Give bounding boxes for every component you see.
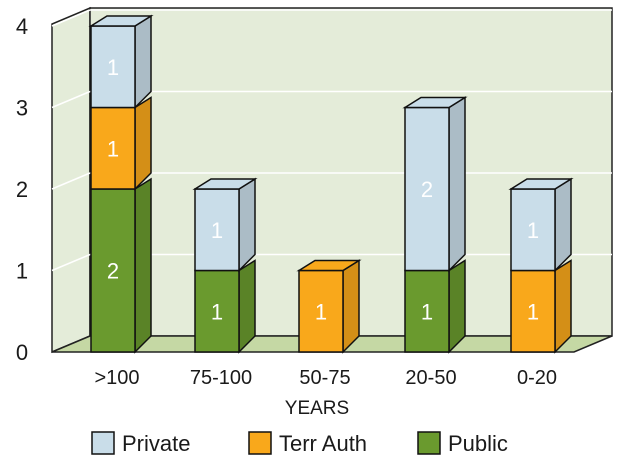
data-label: 2 xyxy=(421,177,433,202)
x-tick-label: 20-50 xyxy=(405,367,456,389)
legend-swatch xyxy=(248,431,272,455)
bar-top-face xyxy=(508,178,574,190)
y-tick-label: 3 xyxy=(16,96,28,121)
bar-side-face xyxy=(554,259,572,354)
data-label: 1 xyxy=(421,299,433,324)
data-label: 1 xyxy=(527,299,539,324)
bar-segment: 1 xyxy=(90,96,152,191)
bar-front-face xyxy=(404,106,450,272)
y-tick-label: 2 xyxy=(16,177,28,202)
bar-segment: 1 xyxy=(194,259,256,354)
bar-top-face xyxy=(88,15,154,27)
gridlines xyxy=(51,9,612,272)
bar-segment: 1 xyxy=(192,177,258,273)
x-tick-label: >100 xyxy=(94,367,139,389)
gridline-side xyxy=(51,253,91,272)
bar-side-face xyxy=(238,177,256,273)
legend-swatch xyxy=(91,431,115,455)
data-label: 2 xyxy=(107,259,119,284)
bar-top-face xyxy=(296,259,362,272)
gridline-side xyxy=(51,90,91,109)
legend-label: Private xyxy=(122,431,190,456)
x-axis-title: YEARS xyxy=(285,398,349,419)
bar-front-face xyxy=(90,106,136,190)
data-label: 1 xyxy=(211,299,223,324)
bar-segment: 1 xyxy=(404,259,466,354)
y-tick-label: 1 xyxy=(16,259,28,284)
legend-swatch xyxy=(417,431,441,455)
bar-side-face xyxy=(342,259,360,354)
bar-top-face xyxy=(402,96,468,109)
bar-front-face xyxy=(510,188,556,272)
bar-front-face xyxy=(510,269,556,353)
legend-item: Private xyxy=(91,431,190,456)
gridline-side xyxy=(51,172,91,190)
y-tick-label: 0 xyxy=(16,340,28,365)
x-tick-label: 75-100 xyxy=(190,367,252,389)
x-tick-label: 0-20 xyxy=(517,367,557,389)
data-label: 1 xyxy=(211,218,223,243)
legend-item: Public xyxy=(417,431,508,456)
data-label: 1 xyxy=(527,218,539,243)
y-tick-label: 4 xyxy=(16,14,28,39)
data-label: 1 xyxy=(107,55,119,80)
bar-segment: 1 xyxy=(296,259,362,354)
bar-side-face xyxy=(134,177,152,354)
bar-side-face xyxy=(134,96,152,191)
bar-side-face xyxy=(554,177,572,273)
x-axis-ticks: >100 75-100 50-75 20-50 0-20 xyxy=(94,367,557,389)
bar-side-face xyxy=(238,259,256,354)
bar-side-face xyxy=(448,259,466,354)
legend-item: Terr Auth xyxy=(248,431,367,456)
bar-side-face xyxy=(134,14,152,110)
side-wall xyxy=(51,6,91,354)
bar-front-face xyxy=(194,269,240,353)
bar-side-face xyxy=(448,96,466,273)
bar-front-face xyxy=(194,188,240,272)
bars: 2 1 1 1 1 1 1 2 1 1 xyxy=(88,14,574,354)
data-label: 1 xyxy=(315,299,327,324)
bar-front-face xyxy=(90,25,136,109)
x-tick-label: 50-75 xyxy=(299,367,350,389)
y-axis-ticks: 0 1 2 3 4 xyxy=(16,14,28,365)
bar-segment: 2 xyxy=(402,96,468,273)
bar-front-face xyxy=(90,188,136,353)
data-label: 1 xyxy=(107,136,119,161)
legend-label: Terr Auth xyxy=(279,431,367,456)
bar-segment: 1 xyxy=(508,177,574,273)
bar-segment: 1 xyxy=(510,259,572,354)
gridline-side xyxy=(51,9,91,27)
bar-segment: 2 xyxy=(90,177,152,354)
legend-label: Public xyxy=(448,431,508,456)
bar-segment: 1 xyxy=(88,14,154,110)
bar-front-face xyxy=(298,269,344,353)
bar-top-face xyxy=(192,178,258,190)
legend: Private Terr Auth Public xyxy=(91,431,508,456)
